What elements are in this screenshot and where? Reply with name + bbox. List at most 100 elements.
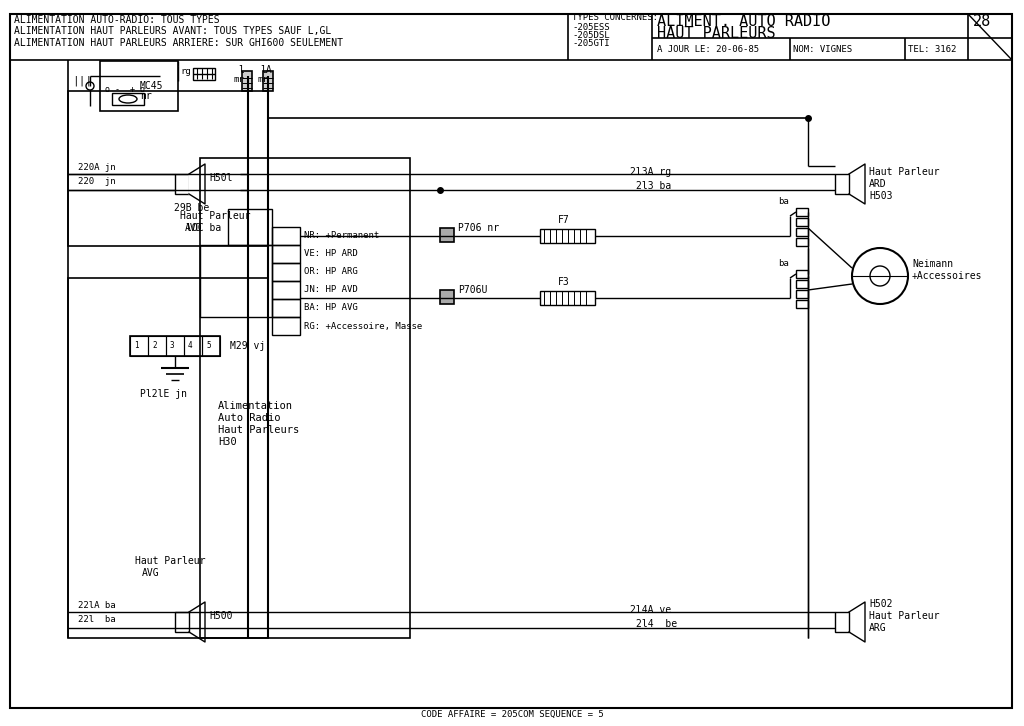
Text: M29 vj: M29 vj [230,341,265,351]
Text: MC45: MC45 [140,81,164,91]
Bar [835,174,849,194]
Text: ALIMENTATION AUTO-RADIO: TOUS TYPES: ALIMENTATION AUTO-RADIO: TOUS TYPES [14,15,219,25]
Text: Pl2lE jn: Pl2lE jn [140,389,187,399]
Text: A JOUR LE: 20-06-85: A JOUR LE: 20-06-85 [657,44,759,54]
Bar [175,612,189,632]
Text: Neimann: Neimann [912,259,953,269]
Bar [540,229,595,243]
Bar [263,71,273,91]
Bar [193,68,215,80]
Text: +Accessoires: +Accessoires [912,271,982,281]
Bar [175,174,189,194]
Text: -205ESS: -205ESS [572,23,609,31]
Text: mr: mr [233,75,244,83]
Bar [200,158,410,638]
Bar [112,93,144,105]
Text: lA: lA [260,65,271,75]
Text: H30: H30 [218,437,237,447]
Text: l: l [238,65,244,75]
Bar [835,612,849,632]
Text: 22lA ba: 22lA ba [78,602,116,611]
Text: 3: 3 [170,341,175,351]
Bar [130,336,220,356]
Bar [796,208,808,216]
Text: 220  jn: 220 jn [78,177,116,187]
Text: HAUT PARLEURS: HAUT PARLEURS [657,25,775,41]
Bar [68,278,268,638]
Text: 2l4A ve: 2l4A ve [630,605,671,615]
Text: rg: rg [180,68,190,76]
Bar [130,336,148,356]
Bar [202,336,220,356]
Bar [228,209,272,245]
Bar [440,228,454,242]
Text: F7: F7 [558,215,569,225]
Text: BA: HP AVG: BA: HP AVG [304,303,357,312]
Text: F3: F3 [558,277,569,287]
Text: H50l: H50l [209,173,232,183]
Text: P706U: P706U [458,285,487,295]
Text: VE: HP ARD: VE: HP ARD [304,250,357,258]
Text: ARD: ARD [869,179,887,189]
Bar [796,228,808,236]
Bar [540,291,595,305]
Text: 29B be: 29B be [174,203,209,213]
Text: RG: +Accessoire, Masse: RG: +Accessoire, Masse [304,322,422,330]
Text: nr: nr [140,91,152,101]
Text: Haut Parleur: Haut Parleur [869,611,939,621]
Bar [100,61,178,111]
Text: 2l3A rg: 2l3A rg [630,167,671,177]
Text: 22l  ba: 22l ba [78,616,116,624]
Bar [272,299,300,317]
Text: OR: HP ARG: OR: HP ARG [304,267,357,277]
Bar [184,336,202,356]
Text: ARG: ARG [869,623,887,633]
Text: AVG: AVG [142,568,160,578]
Text: 2l4  be: 2l4 be [636,619,677,629]
Text: Auto Radio: Auto Radio [218,413,281,423]
Text: ALIMENT. AUTO RADIO: ALIMENT. AUTO RADIO [657,15,830,30]
Text: lOC ba: lOC ba [186,223,221,233]
Text: CODE AFFAIRE = 205COM SEQUENCE = 5: CODE AFFAIRE = 205COM SEQUENCE = 5 [421,709,603,719]
Text: H502: H502 [869,599,893,609]
Text: 28: 28 [973,15,991,30]
Text: TYPES CONCERNES:: TYPES CONCERNES: [572,14,658,23]
Bar [166,336,184,356]
Bar [796,280,808,288]
Text: P706 nr: P706 nr [458,223,499,233]
Text: ba: ba [778,259,788,269]
Polygon shape [189,164,205,204]
Text: Haut Parleur: Haut Parleur [180,211,251,221]
Text: 5: 5 [206,341,211,351]
Text: mr: mr [258,75,268,83]
Text: Haut Parleurs: Haut Parleurs [218,425,299,435]
Bar [272,227,300,245]
Text: o -  + o: o - + o [105,84,145,94]
Text: ALIMENTATION HAUT PARLEURS AVANT: TOUS TYPES SAUF L,GL: ALIMENTATION HAUT PARLEURS AVANT: TOUS T… [14,26,331,36]
Text: 2l3 ba: 2l3 ba [636,181,672,191]
Bar [148,336,166,356]
Text: 4: 4 [188,341,193,351]
Bar [796,270,808,278]
Bar [272,263,300,281]
Bar [440,290,454,304]
Text: H500: H500 [209,611,232,621]
Text: -205GTI: -205GTI [572,39,609,49]
Bar [796,300,808,308]
Text: Haut Parleur: Haut Parleur [869,167,939,177]
Text: ALIMENTATION HAUT PARLEURS ARRIERE: SUR GHI600 SEULEMENT: ALIMENTATION HAUT PARLEURS ARRIERE: SUR … [14,38,343,48]
Text: 220A jn: 220A jn [78,163,116,173]
Bar [272,317,300,335]
Text: H503: H503 [869,191,893,201]
Text: TEL: 3162: TEL: 3162 [908,44,956,54]
Text: NOM: VIGNES: NOM: VIGNES [793,44,852,54]
Text: -205DSL: -205DSL [572,30,609,39]
Bar [242,71,252,91]
Bar [272,245,300,263]
Text: Alimentation: Alimentation [218,401,293,411]
Bar [200,245,272,317]
Text: Haut Parleur: Haut Parleur [135,556,206,566]
Text: AVD: AVD [185,223,203,233]
Text: ba: ba [778,197,788,206]
Text: |||: ||| [72,76,92,86]
